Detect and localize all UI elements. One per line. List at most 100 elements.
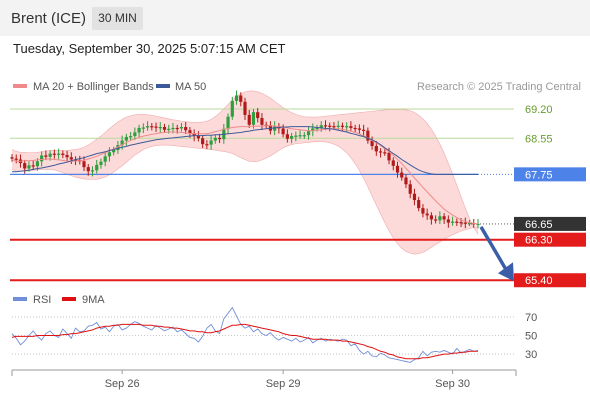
candle-body	[243, 101, 247, 115]
candle-body	[417, 200, 421, 209]
legend-swatch-ma50	[156, 84, 170, 88]
candle-body	[294, 135, 298, 137]
candle-body	[247, 114, 251, 125]
candle-body	[467, 223, 472, 225]
candle-body	[196, 136, 200, 139]
candle-body	[23, 163, 27, 169]
candle-body	[65, 154, 69, 158]
candle-body	[116, 145, 120, 151]
x-tick-label-0: Sep 26	[105, 378, 140, 390]
candle-body	[349, 126, 353, 128]
rsi-ma9-line	[11, 323, 478, 360]
candle-body	[40, 155, 44, 162]
candle-body	[184, 127, 188, 131]
candle-body	[158, 127, 162, 129]
candle-body	[298, 135, 302, 137]
candle-body	[14, 158, 18, 160]
timeframe-button[interactable]: 30 MIN	[92, 7, 143, 30]
support-label-box-5	[514, 273, 586, 288]
support-label-box-4	[514, 232, 586, 247]
candle-body	[328, 125, 332, 127]
candle-body	[290, 136, 294, 139]
candle-body	[357, 128, 361, 130]
level-label-0: 69.20	[525, 104, 553, 116]
timestamp: Tuesday, September 30, 2025 5:07:15 AM C…	[13, 41, 286, 56]
candle-body	[395, 165, 400, 173]
candle-body	[124, 136, 128, 141]
candle-body	[450, 221, 455, 223]
candle-body	[10, 157, 14, 159]
candle-body	[201, 138, 205, 145]
target-arrow-shaft	[479, 226, 509, 273]
candle-body	[179, 127, 184, 129]
level-label-5: 65.40	[525, 275, 553, 287]
bollinger-lower-line	[11, 141, 479, 255]
candle-body	[425, 213, 429, 216]
candle-body	[27, 165, 31, 169]
candle-body	[421, 208, 425, 214]
candle-body	[103, 156, 107, 162]
candle-body	[44, 155, 48, 157]
candle-body	[192, 133, 196, 137]
candle-body	[35, 161, 40, 167]
candle-body	[459, 222, 463, 224]
instrument-title: Brent (ICE)	[11, 10, 87, 27]
level-label-4: 66.30	[525, 235, 553, 247]
candle-body	[226, 116, 230, 129]
last-label-box-3	[514, 216, 586, 231]
candle-body	[340, 125, 345, 127]
candle-body	[167, 128, 171, 131]
candle-body	[463, 222, 467, 224]
candle-body	[107, 152, 112, 157]
candle-body	[323, 125, 328, 127]
candle-body	[366, 130, 370, 141]
candle-body	[162, 127, 167, 130]
candle-body	[362, 129, 366, 131]
candle-body	[315, 127, 319, 130]
level-label-1: 68.55	[525, 133, 553, 145]
candle-body	[434, 219, 438, 221]
legend-swatch-9ma	[62, 297, 76, 301]
x-tick-label-1: Sep 29	[266, 378, 301, 390]
candle-body	[95, 164, 99, 171]
ma20-line	[11, 125, 479, 225]
candle-body	[345, 126, 349, 128]
candle-body	[171, 127, 175, 130]
ma50-line	[12, 126, 478, 175]
candle-body	[69, 157, 73, 160]
candle-body	[311, 128, 315, 132]
candle-body	[281, 128, 285, 135]
candle-body	[408, 184, 412, 194]
candle-body	[374, 145, 378, 152]
candle-body	[86, 167, 90, 172]
candle-body	[150, 126, 154, 128]
target-arrow-head	[498, 262, 514, 282]
candle-body	[239, 95, 243, 102]
candle-body	[48, 153, 52, 157]
pivot-label-box-2	[514, 167, 586, 182]
candle-body	[446, 219, 450, 223]
header-bar: Brent (ICE) 30 MIN	[0, 0, 590, 36]
rsi-level-label-0: 70	[525, 312, 537, 324]
candle-body	[332, 126, 336, 128]
rsi-line	[11, 306, 479, 363]
candle-body	[90, 170, 95, 172]
candle-body	[404, 177, 408, 185]
candle-body	[112, 150, 116, 153]
candle-body	[99, 161, 103, 165]
candle-body	[306, 131, 311, 136]
candle-body	[476, 223, 480, 226]
candle-body	[285, 134, 289, 139]
candle-body	[412, 193, 417, 201]
legend-ma20-label: MA 20 + Bollinger Bands	[33, 81, 154, 93]
candle-body	[129, 136, 133, 138]
candle-body	[391, 160, 395, 166]
candle-body	[429, 215, 433, 220]
candle-body	[52, 153, 56, 155]
legend-swatch-ma20	[13, 84, 27, 88]
candle-body	[455, 221, 459, 223]
candle-body	[57, 153, 61, 155]
candle-body	[353, 127, 357, 130]
